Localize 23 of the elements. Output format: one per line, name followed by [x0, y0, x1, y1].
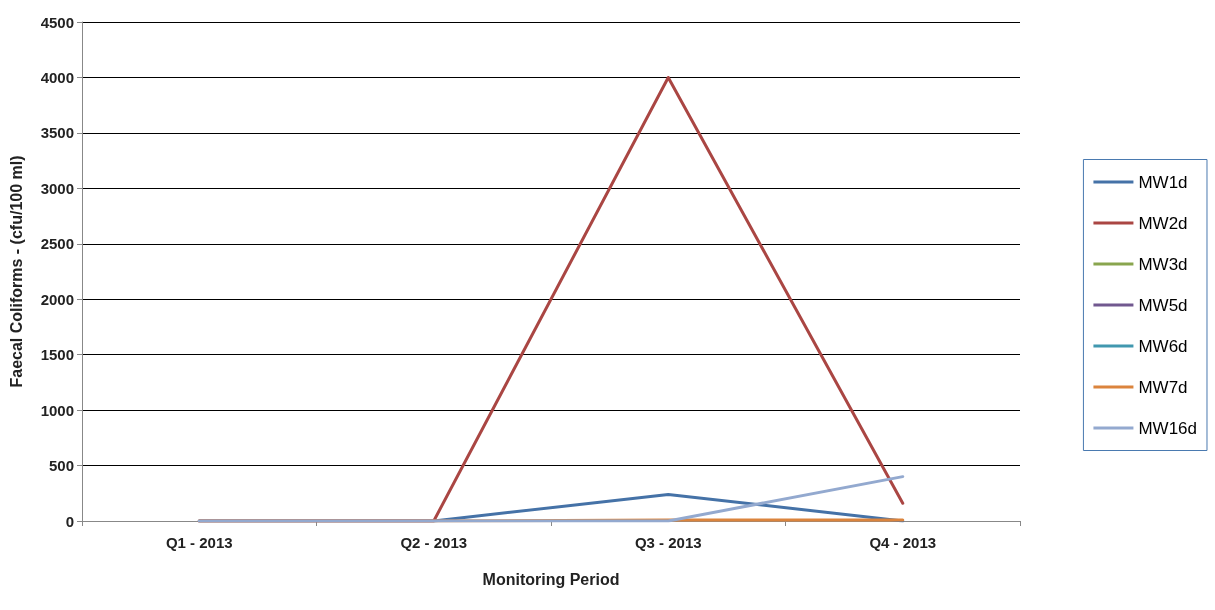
- y-tick-label: 2000: [40, 290, 74, 308]
- y-tick-label: 0: [65, 512, 74, 530]
- y-tick-label: 2500: [40, 235, 74, 253]
- legend-label: MW5d: [1138, 295, 1188, 315]
- y-tick-label: 4000: [40, 68, 74, 86]
- x-tick-label: Q1 - 2013: [165, 534, 233, 551]
- y-tick-label: 500: [48, 457, 74, 475]
- legend-label: MW1d: [1138, 172, 1188, 192]
- y-tick-label: 1000: [40, 401, 74, 419]
- legend-label: MW3d: [1138, 254, 1188, 274]
- legend-label: MW2d: [1138, 213, 1188, 233]
- legend-label: MW7d: [1138, 377, 1188, 397]
- x-tick-label: Q4 - 2013: [869, 534, 937, 551]
- legend-label: MW16d: [1138, 418, 1198, 438]
- x-axis-title: Monitoring Period: [482, 570, 620, 588]
- x-tick-label: Q2 - 2013: [400, 534, 468, 551]
- y-tick-label: 4500: [40, 13, 74, 31]
- y-axis-title: Faecal Coliforms - (cfu/100 ml): [7, 155, 25, 388]
- y-tick-label: 3500: [40, 124, 74, 142]
- y-tick-label: 3000: [40, 179, 74, 197]
- legend-label: MW6d: [1138, 336, 1188, 356]
- y-tick-label: 1500: [40, 346, 74, 364]
- x-tick-label: Q3 - 2013: [634, 534, 702, 551]
